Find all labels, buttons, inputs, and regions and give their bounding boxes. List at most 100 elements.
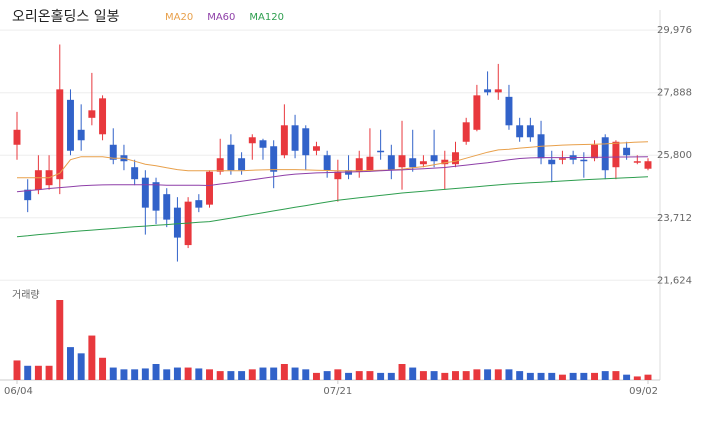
volume-bar: [345, 372, 353, 380]
x-tick-label: 07/21: [323, 386, 352, 397]
chart-title: 오리온홀딩스 일봉: [12, 9, 120, 25]
candle-body: [259, 140, 267, 148]
volume-bar: [494, 369, 502, 380]
candle-body: [473, 95, 481, 130]
candle-body: [612, 141, 620, 168]
volume-bar: [259, 367, 267, 380]
candle-body: [99, 98, 107, 135]
candle-body: [398, 155, 406, 168]
candle-body: [206, 171, 213, 205]
volume-bar: [109, 367, 117, 380]
candle-body: [216, 158, 224, 172]
volume-bar: [216, 371, 224, 380]
candle-body: [462, 122, 470, 142]
y-tick-label: 21,624: [657, 275, 692, 286]
volume-bar: [484, 369, 492, 380]
volume-bar: [398, 364, 406, 380]
volume-bar: [270, 367, 278, 380]
candle-body: [152, 182, 160, 211]
volume-bar: [131, 369, 139, 380]
volume-bar: [612, 371, 620, 380]
candle-body: [66, 99, 74, 151]
volume-bar: [558, 374, 566, 380]
candle-body: [291, 125, 299, 151]
candle-body: [580, 159, 588, 162]
volume-bar: [334, 369, 342, 380]
volume-bar: [56, 300, 64, 380]
candle-body: [141, 177, 149, 208]
volume-bar: [452, 371, 459, 380]
volume-bar: [248, 369, 256, 380]
volume-bar: [77, 353, 85, 380]
volume-bar: [238, 371, 246, 380]
y-tick-label: 29,976: [657, 25, 692, 36]
x-tick-label: 09/02: [629, 386, 658, 397]
volume-bar: [88, 335, 96, 380]
volume-bar: [633, 376, 641, 380]
candle-body: [24, 189, 32, 201]
volume-bar: [45, 365, 53, 380]
candle-body: [77, 129, 85, 141]
volume-bar: [366, 371, 374, 380]
candle-body: [526, 125, 534, 138]
candle-body: [430, 155, 438, 162]
volume-bar: [34, 365, 42, 380]
candle-body: [516, 125, 524, 138]
legend-entry: MA20: [165, 12, 193, 23]
volume-bar: [141, 368, 149, 380]
candle-body: [131, 167, 139, 180]
volume-bar: [173, 367, 181, 380]
y-tick-label: 23,712: [657, 213, 692, 224]
volume-bar: [323, 371, 331, 380]
volume-bar: [644, 374, 652, 380]
candle-body: [419, 161, 427, 165]
volume-bar: [441, 372, 449, 380]
volume-bar: [312, 372, 320, 380]
volume-bar: [430, 371, 438, 380]
x-tick-label: 06/04: [4, 386, 33, 397]
volume-bar: [419, 371, 427, 380]
ma-line: [16, 176, 649, 238]
volume-bar: [291, 367, 299, 380]
y-tick-label: 25,800: [657, 150, 692, 161]
candle-body: [558, 158, 566, 160]
candle-body: [248, 137, 256, 144]
candle-body: [238, 158, 246, 171]
volume-bar: [623, 374, 631, 380]
volume-bar: [462, 371, 470, 380]
volume-bar: [505, 369, 513, 380]
candle-body: [109, 144, 117, 160]
candle-body: [280, 125, 288, 156]
volume-bar: [601, 371, 609, 380]
candle-body: [452, 152, 459, 165]
candle-body: [88, 110, 96, 118]
candle-body: [441, 159, 449, 165]
volume-bar: [377, 372, 385, 380]
candle-body: [377, 150, 385, 153]
volume-bar: [24, 365, 32, 380]
candle-body: [270, 146, 278, 172]
volume-bar: [302, 369, 310, 380]
candle-body: [312, 146, 320, 151]
volume-bar: [537, 372, 545, 380]
ma-line: [16, 156, 649, 193]
volume-bar: [195, 368, 203, 380]
volume-bar: [280, 364, 288, 380]
legend-entry: MA120: [249, 12, 284, 23]
candle-body: [302, 128, 310, 156]
candle-body: [195, 200, 203, 208]
volume-bar: [580, 372, 588, 380]
candle-body: [409, 158, 417, 168]
candle-body: [484, 89, 492, 93]
volume-bar: [409, 367, 417, 380]
candle-body: [323, 155, 331, 171]
volume-bar: [516, 371, 524, 380]
candle-body: [387, 155, 395, 171]
volume-bar: [184, 367, 192, 380]
y-tick-label: 27,888: [657, 88, 692, 99]
candle-body: [56, 89, 64, 180]
candle-body: [633, 161, 641, 163]
candle-body: [366, 156, 374, 171]
candle-body: [601, 137, 609, 171]
candle-body: [334, 171, 342, 180]
